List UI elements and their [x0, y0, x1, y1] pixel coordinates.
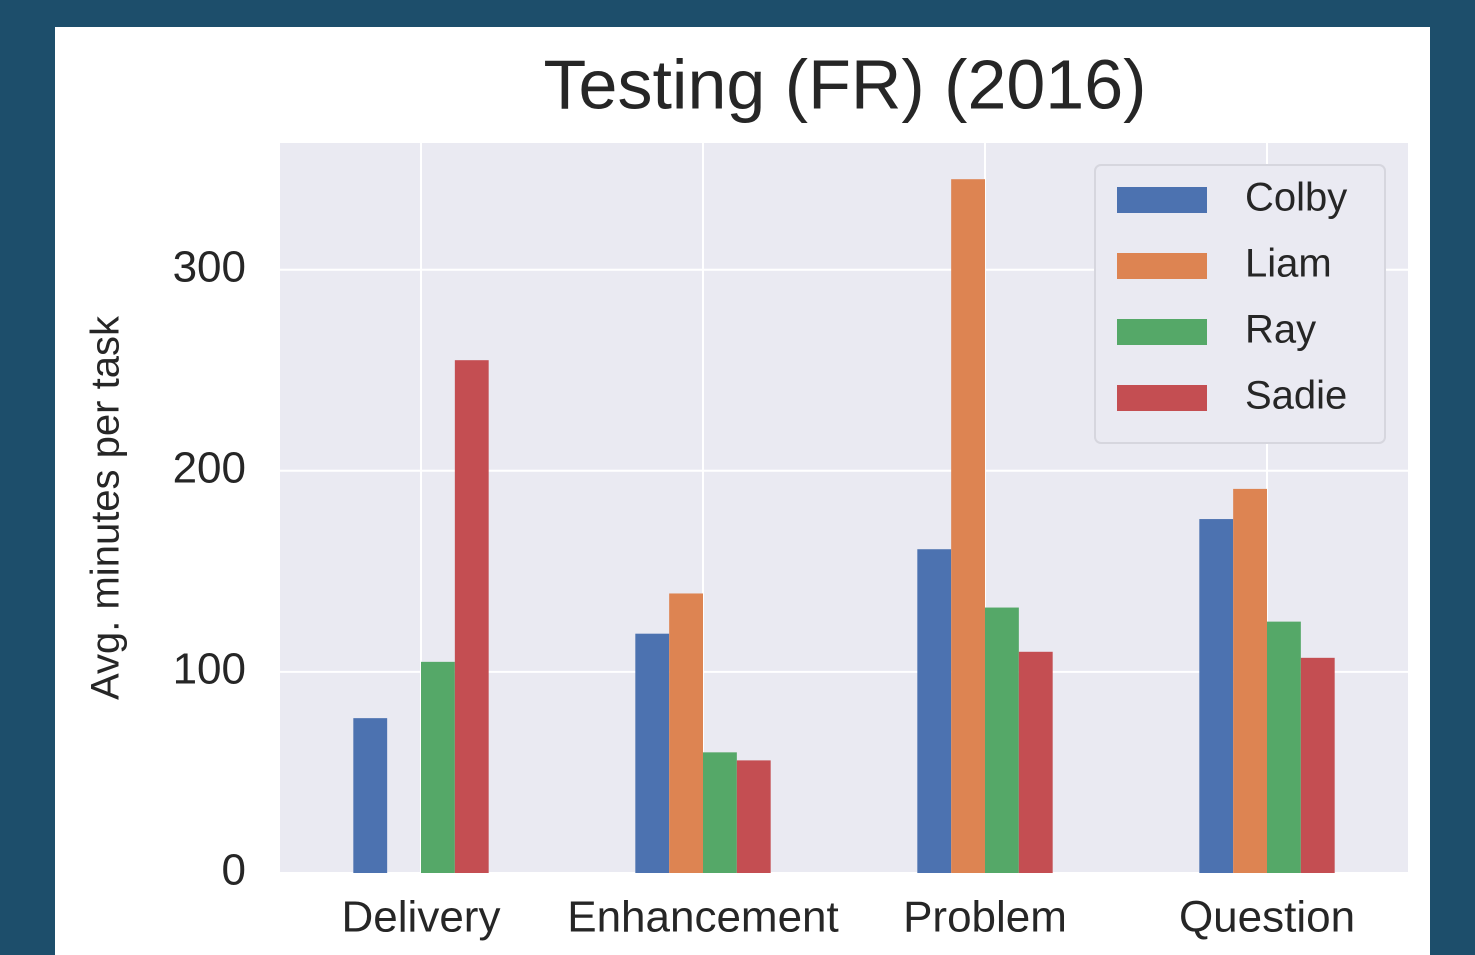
legend-label: Sadie — [1245, 374, 1347, 418]
y-tick-label: 200 — [173, 443, 246, 492]
bar — [1018, 651, 1053, 873]
legend-swatch — [1117, 385, 1207, 411]
bar — [353, 718, 388, 873]
y-tick-label: 100 — [173, 645, 246, 694]
bar — [1199, 519, 1234, 873]
x-tick-label: Delivery — [342, 893, 501, 942]
chart-title: Testing (FR) (2016) — [544, 45, 1147, 123]
legend-label: Ray — [1245, 308, 1316, 352]
x-tick-label: Enhancement — [567, 893, 839, 942]
legend-label: Liam — [1245, 242, 1332, 286]
bar — [1233, 488, 1267, 873]
bar — [421, 661, 455, 873]
bar — [917, 549, 952, 873]
legend: Colby Liam Ray Sadie — [1094, 164, 1386, 444]
legend-box — [1094, 164, 1386, 444]
bar — [1267, 621, 1301, 873]
legend-label: Colby — [1245, 176, 1347, 220]
bar — [669, 593, 703, 873]
bar — [1300, 657, 1335, 873]
bar — [736, 760, 771, 873]
bar — [635, 633, 670, 873]
y-axis-label: Avg. minutes per task — [84, 315, 128, 700]
bar — [703, 752, 737, 873]
bar — [951, 179, 985, 873]
y-tick-label: 300 — [173, 242, 246, 291]
x-tick-label: Question — [1179, 893, 1355, 942]
x-tick-label: Problem — [903, 893, 1067, 942]
y-tick-label: 0 — [222, 846, 246, 895]
legend-swatch — [1117, 253, 1207, 279]
bar — [454, 360, 489, 874]
bars — [353, 179, 1335, 874]
bar — [985, 607, 1019, 873]
legend-swatch — [1117, 187, 1207, 213]
legend-swatch — [1117, 319, 1207, 345]
